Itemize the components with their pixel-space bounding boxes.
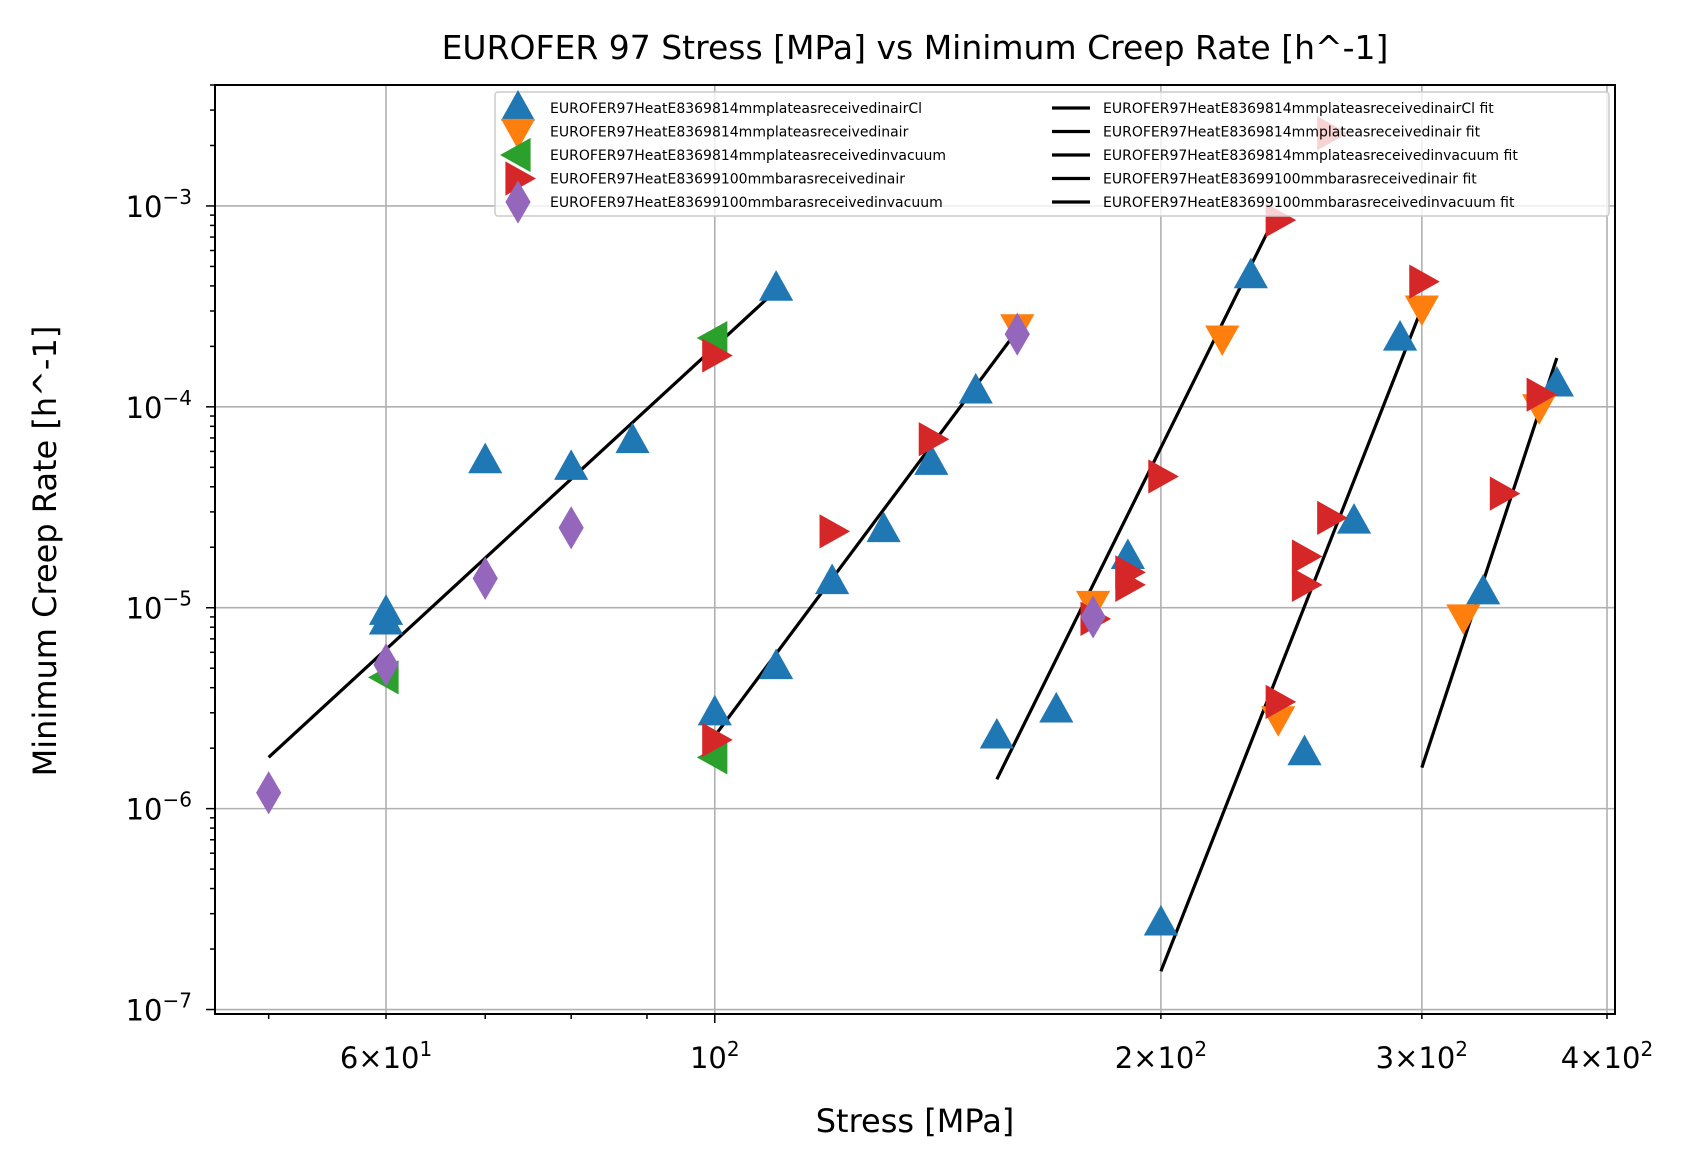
legend-series-label: EUROFER97HeatE83699100mmbarasreceivedinv… [550, 195, 943, 211]
data-point-triangle-right [819, 514, 851, 549]
grid-layer [215, 85, 1615, 1014]
data-point-triangle-up [1336, 503, 1372, 534]
data-point-triangle-right [1409, 264, 1440, 299]
legend: EUROFER97HeatE8369814mmplateasreceivedin… [494, 90, 1610, 224]
legend-marker-triangle-down [500, 118, 536, 150]
legend-marker-triangle-up [500, 90, 536, 121]
y-axis-label: Minimum Creep Rate [h^-1] [26, 326, 64, 777]
legend-marker-diamond [505, 180, 531, 224]
data-point-triangle-right [1317, 500, 1348, 536]
legend-fit-label: EUROFER97HeatE83699100mmbarasreceivedina… [1103, 172, 1477, 188]
data-point-triangle-up [368, 594, 404, 625]
data-point-triangle-right [702, 722, 733, 757]
data-point-triangle-up [815, 563, 850, 595]
data-point-triangle-right [1291, 567, 1323, 602]
data-point-diamond [373, 643, 399, 687]
x-tick-label: 3×102 [1376, 1037, 1468, 1075]
legend-fit-label: EUROFER97HeatE83699100mmbarasreceivedinv… [1103, 195, 1515, 211]
data-point-triangle-up [468, 442, 503, 474]
legend-series-label: EUROFER97HeatE8369814mmplateasreceivedin… [550, 101, 922, 117]
data-point-triangle-down [1446, 604, 1481, 635]
data-point-triangle-up [1287, 734, 1322, 766]
data-point-triangle-right [702, 338, 733, 373]
legend-marker-triangle-left [500, 137, 531, 173]
plot-frame [214, 84, 1616, 1015]
data-markers [256, 116, 1574, 936]
y-tick-label: 10−4 [126, 386, 192, 425]
data-point-triangle-up [1233, 257, 1268, 289]
data-point-triangle-down [1404, 295, 1439, 327]
data-point-triangle-up [697, 694, 732, 726]
data-point-triangle-left [696, 740, 728, 775]
y-tick-label: 10−5 [126, 587, 192, 626]
legend-marker-triangle-right [505, 161, 536, 196]
y-tick-label: 10−6 [126, 788, 192, 827]
data-point-diamond [1004, 312, 1030, 356]
data-point-triangle-up [759, 270, 794, 301]
x-tick-label: 102 [690, 1037, 740, 1075]
x-axis-label: Stress [MPa] [816, 1102, 1015, 1140]
fit-line [995, 209, 1280, 780]
chart-title: EUROFER 97 Stress [MPa] vs Minimum Creep… [442, 28, 1389, 67]
data-point-triangle-right [918, 422, 950, 457]
fit-line [1159, 307, 1424, 972]
data-point-triangle-up [554, 449, 589, 480]
data-point-triangle-up [1466, 573, 1501, 605]
data-point-triangle-up [615, 422, 650, 454]
legend-fit-label: EUROFER97HeatE8369814mmplateasreceivedin… [1103, 125, 1481, 141]
data-point-diamond [472, 556, 498, 600]
axis-ticks: 6×101 102 2×102 3×102 4×102 10−7 10−6 10−5 10−4 1… [126, 84, 1653, 1075]
x-tick-label: 2×102 [1115, 1037, 1207, 1075]
y-tick-label: 10−7 [126, 989, 192, 1028]
data-point-diamond [558, 506, 584, 550]
data-point-triangle-right [1291, 539, 1323, 574]
data-point-triangle-up [958, 372, 993, 404]
fit-lines [267, 209, 1559, 972]
data-point-triangle-up [914, 444, 949, 475]
data-point-triangle-right [1115, 567, 1146, 602]
data-point-triangle-right [1265, 684, 1297, 719]
x-tick-label: 4×102 [1561, 1037, 1653, 1075]
data-point-triangle-up [1539, 365, 1574, 397]
legend-series-label: EUROFER97HeatE8369814mmplateasreceivedin… [550, 125, 909, 141]
data-point-triangle-left [696, 320, 728, 356]
legend-series-label: EUROFER97HeatE83699100mmbarasreceivedina… [550, 172, 905, 188]
data-point-triangle-up [759, 648, 794, 680]
legend-fit-label: EUROFER97HeatE8369814mmplateasreceivedin… [1103, 148, 1518, 164]
data-point-triangle-right [1148, 459, 1179, 494]
x-tick-label: 6×101 [340, 1037, 432, 1075]
fit-line [1420, 357, 1559, 769]
data-point-triangle-up [1382, 320, 1418, 351]
data-point-diamond [1080, 595, 1106, 639]
y-tick-label: 10−3 [126, 185, 192, 224]
data-point-triangle-up [1039, 691, 1074, 723]
data-point-triangle-right [1489, 476, 1521, 511]
legend-series-label: EUROFER97HeatE8369814mmplateasreceivedin… [550, 148, 946, 164]
data-point-triangle-down [1205, 325, 1240, 357]
fit-line [267, 289, 778, 759]
data-point-diamond [256, 771, 282, 815]
data-point-triangle-up [866, 511, 901, 543]
data-point-triangle-up [979, 717, 1014, 749]
legend-fit-label: EUROFER97HeatE8369814mmplateasreceivedin… [1103, 101, 1494, 117]
data-point-triangle-up [1143, 904, 1178, 936]
data-point-triangle-right [1526, 377, 1558, 412]
